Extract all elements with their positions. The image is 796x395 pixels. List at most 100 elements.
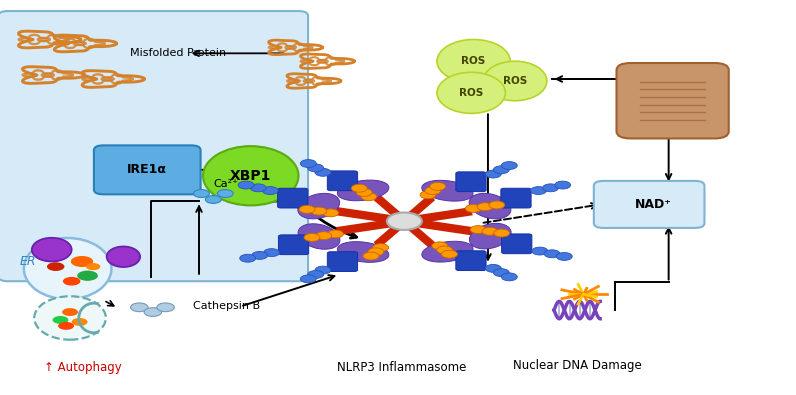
Circle shape: [316, 232, 332, 240]
Circle shape: [361, 193, 377, 201]
Circle shape: [470, 226, 486, 233]
FancyBboxPatch shape: [501, 234, 532, 254]
Circle shape: [311, 207, 327, 215]
Circle shape: [420, 191, 436, 199]
FancyBboxPatch shape: [327, 252, 357, 271]
Circle shape: [437, 246, 453, 254]
Circle shape: [263, 248, 279, 256]
Circle shape: [363, 252, 379, 260]
Circle shape: [72, 318, 88, 326]
Text: Cathepsin B: Cathepsin B: [193, 301, 260, 311]
Circle shape: [58, 322, 74, 330]
Ellipse shape: [203, 146, 298, 205]
Circle shape: [494, 269, 509, 276]
Circle shape: [308, 271, 324, 278]
Ellipse shape: [437, 40, 510, 83]
Circle shape: [308, 164, 324, 172]
Circle shape: [86, 263, 100, 270]
Circle shape: [425, 187, 441, 195]
FancyBboxPatch shape: [94, 145, 201, 194]
Circle shape: [53, 316, 68, 324]
Circle shape: [387, 213, 422, 230]
Ellipse shape: [422, 241, 473, 262]
Circle shape: [482, 228, 498, 235]
Text: ROS: ROS: [503, 76, 527, 86]
Circle shape: [466, 205, 482, 213]
Ellipse shape: [338, 180, 389, 201]
FancyBboxPatch shape: [0, 11, 308, 281]
Circle shape: [300, 275, 316, 283]
Circle shape: [300, 160, 316, 167]
Circle shape: [252, 252, 267, 260]
Circle shape: [556, 252, 572, 260]
Text: Misfolded Protein: Misfolded Protein: [130, 48, 226, 58]
Circle shape: [238, 181, 254, 189]
Circle shape: [543, 184, 559, 192]
Circle shape: [477, 203, 493, 211]
Circle shape: [327, 230, 343, 238]
Circle shape: [486, 264, 501, 272]
Circle shape: [62, 308, 78, 316]
FancyBboxPatch shape: [456, 251, 486, 271]
Text: ROS: ROS: [459, 88, 483, 98]
Circle shape: [494, 229, 509, 237]
Text: Nuclear DNA Damage: Nuclear DNA Damage: [513, 359, 642, 372]
Text: Ca²⁺: Ca²⁺: [213, 179, 238, 189]
Circle shape: [315, 168, 331, 176]
Circle shape: [501, 273, 517, 281]
Ellipse shape: [338, 242, 389, 262]
Ellipse shape: [483, 61, 547, 101]
FancyBboxPatch shape: [278, 188, 308, 208]
Text: XBP1: XBP1: [230, 169, 271, 183]
Circle shape: [217, 190, 233, 198]
Text: ER: ER: [20, 255, 37, 268]
Circle shape: [131, 303, 148, 312]
Circle shape: [315, 266, 331, 274]
Ellipse shape: [24, 238, 111, 299]
Circle shape: [486, 170, 501, 178]
Circle shape: [299, 205, 315, 213]
Circle shape: [373, 244, 388, 252]
Circle shape: [157, 303, 174, 312]
Circle shape: [240, 254, 256, 262]
Circle shape: [77, 271, 98, 281]
Ellipse shape: [437, 72, 505, 113]
Ellipse shape: [298, 224, 340, 249]
Circle shape: [544, 250, 560, 258]
Circle shape: [262, 186, 278, 194]
Circle shape: [144, 308, 162, 316]
Ellipse shape: [469, 193, 511, 219]
Circle shape: [205, 196, 221, 203]
Circle shape: [47, 262, 64, 271]
Text: NLRP3 Inflammasome: NLRP3 Inflammasome: [338, 361, 466, 374]
Text: IRE1α: IRE1α: [127, 164, 167, 176]
Circle shape: [356, 188, 372, 196]
Circle shape: [531, 186, 547, 194]
Ellipse shape: [298, 193, 340, 219]
Ellipse shape: [107, 246, 140, 267]
Circle shape: [532, 247, 548, 255]
Circle shape: [432, 242, 448, 250]
Circle shape: [71, 256, 93, 267]
Circle shape: [489, 201, 505, 209]
Circle shape: [322, 209, 338, 217]
Ellipse shape: [32, 238, 72, 261]
Circle shape: [63, 277, 80, 286]
Circle shape: [193, 190, 209, 198]
FancyBboxPatch shape: [501, 188, 531, 208]
Circle shape: [351, 184, 367, 192]
Circle shape: [368, 248, 384, 256]
Text: NAD⁺: NAD⁺: [635, 198, 672, 211]
Circle shape: [304, 233, 320, 241]
FancyBboxPatch shape: [616, 63, 729, 138]
FancyBboxPatch shape: [279, 235, 309, 255]
Text: ↑ Autophagy: ↑ Autophagy: [44, 361, 122, 374]
Ellipse shape: [470, 223, 511, 249]
FancyBboxPatch shape: [456, 172, 486, 192]
Circle shape: [430, 182, 446, 190]
Circle shape: [501, 162, 517, 169]
Text: ROS: ROS: [462, 56, 486, 66]
Ellipse shape: [34, 296, 106, 340]
Circle shape: [250, 184, 266, 192]
Circle shape: [555, 181, 571, 189]
